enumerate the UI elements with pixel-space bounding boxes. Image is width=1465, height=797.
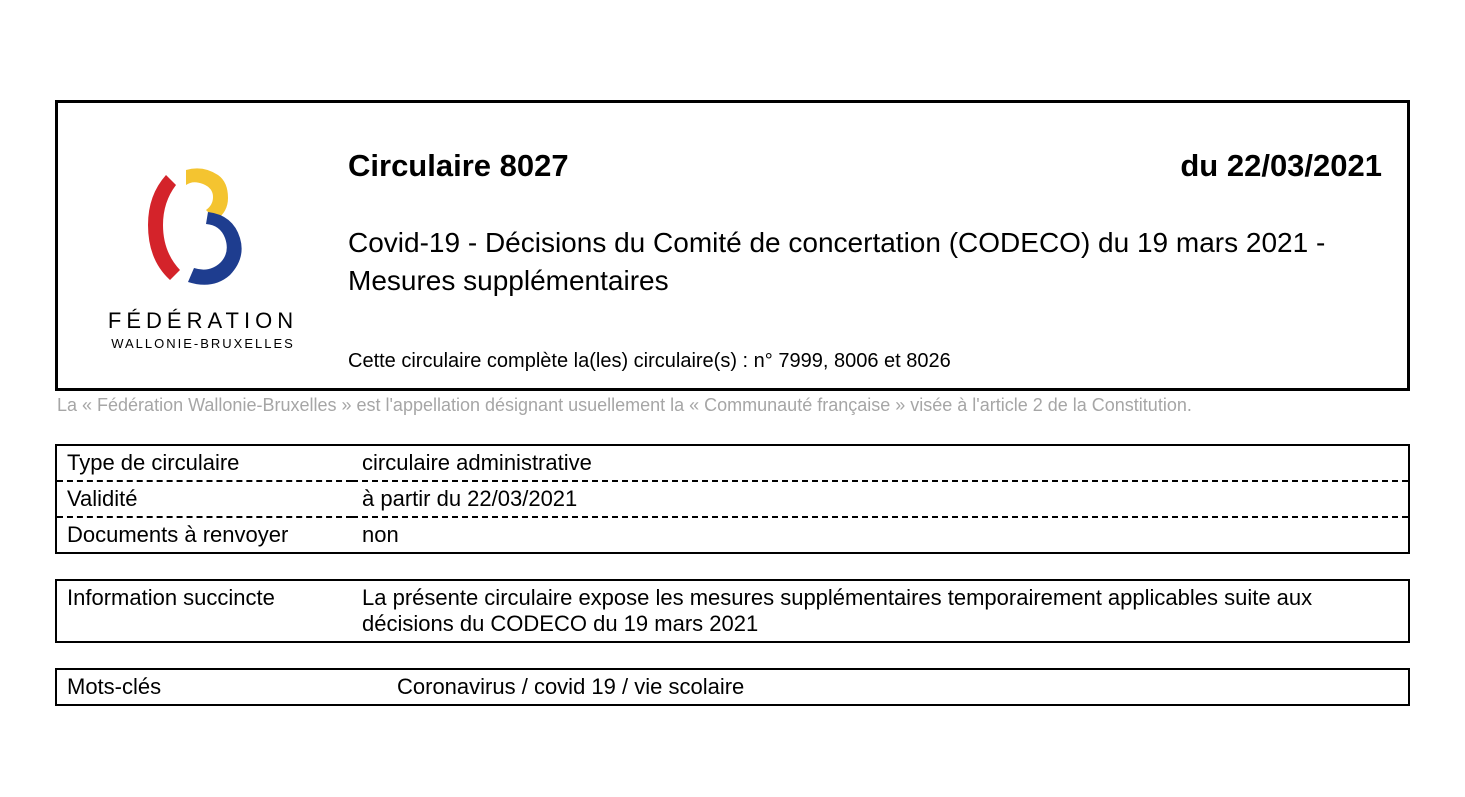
table-row: Information succincte La présente circul… <box>56 580 1409 642</box>
keywords-value: Coronavirus / covid 19 / vie scolaire <box>387 669 1409 705</box>
logo-text: FÉDÉRATION WALLONIE-BRUXELLES <box>108 308 298 351</box>
logo-text-sub: WALLONIE-BRUXELLES <box>108 336 298 351</box>
header-title-row: Circulaire 8027 du 22/03/2021 <box>348 148 1382 184</box>
table-row: Validité à partir du 22/03/2021 <box>56 481 1409 517</box>
meta-label: Documents à renvoyer <box>56 517 352 553</box>
document-container: FÉDÉRATION WALLONIE-BRUXELLES Circulaire… <box>0 0 1465 706</box>
keywords-table: Mots-clés Coronavirus / covid 19 / vie s… <box>55 668 1410 706</box>
logo-section: FÉDÉRATION WALLONIE-BRUXELLES <box>58 103 348 388</box>
meta-value: circulaire administrative <box>352 445 1409 481</box>
summary-table: Information succincte La présente circul… <box>55 579 1410 643</box>
meta-value: à partir du 22/03/2021 <box>352 481 1409 517</box>
fwb-logo-icon <box>128 150 278 300</box>
header-box: FÉDÉRATION WALLONIE-BRUXELLES Circulaire… <box>55 100 1410 391</box>
circulaire-subject: Covid-19 - Décisions du Comité de concer… <box>348 224 1382 300</box>
circulaire-number: Circulaire 8027 <box>348 148 569 184</box>
disclaimer-text: La « Fédération Wallonie-Bruxelles » est… <box>55 391 1410 416</box>
meta-value: non <box>352 517 1409 553</box>
keywords-label: Mots-clés <box>56 669 387 705</box>
metadata-table: Type de circulaire circulaire administra… <box>55 444 1410 554</box>
circulaire-note: Cette circulaire complète la(les) circul… <box>348 350 1382 373</box>
summary-value: La présente circulaire expose les mesure… <box>352 580 1409 642</box>
table-row: Mots-clés Coronavirus / covid 19 / vie s… <box>56 669 1409 705</box>
summary-label: Information succincte <box>56 580 352 642</box>
table-row: Type de circulaire circulaire administra… <box>56 445 1409 481</box>
meta-label: Validité <box>56 481 352 517</box>
logo-text-main: FÉDÉRATION <box>108 308 298 334</box>
circulaire-date: du 22/03/2021 <box>1180 148 1382 184</box>
meta-label: Type de circulaire <box>56 445 352 481</box>
header-content: Circulaire 8027 du 22/03/2021 Covid-19 -… <box>348 103 1407 388</box>
table-row: Documents à renvoyer non <box>56 517 1409 553</box>
